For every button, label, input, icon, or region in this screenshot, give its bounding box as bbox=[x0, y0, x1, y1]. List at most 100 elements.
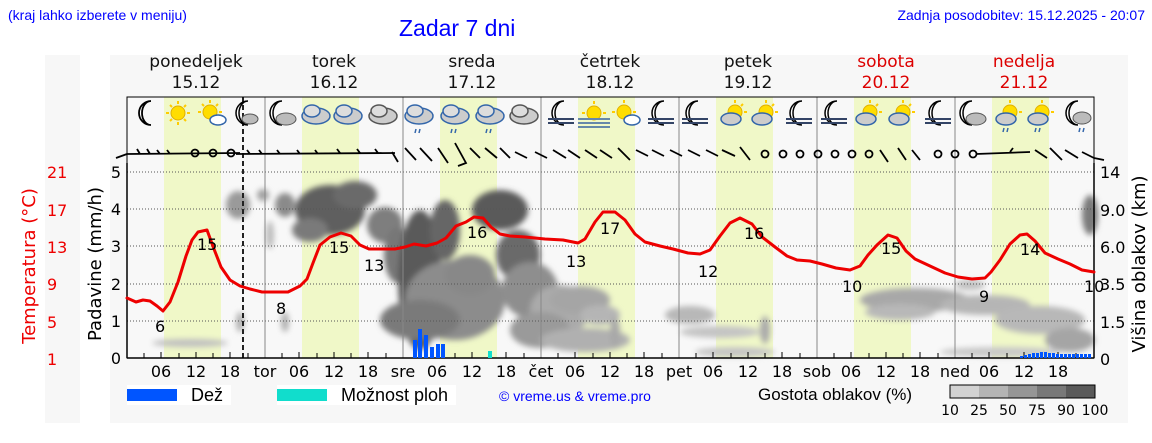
svg-text:1: 1 bbox=[47, 350, 57, 369]
sun-cloud-icon bbox=[720, 100, 747, 126]
cloud-rain-icon bbox=[404, 104, 434, 134]
svg-text:17: 17 bbox=[47, 201, 67, 220]
moon-cloud-rain-icon bbox=[1065, 100, 1092, 133]
svg-text:1.5: 1.5 bbox=[1100, 313, 1125, 332]
moon-cloud-icon bbox=[235, 100, 259, 126]
svg-text:5: 5 bbox=[111, 163, 121, 182]
svg-text:18: 18 bbox=[910, 362, 930, 381]
cloud-rain-icon bbox=[440, 104, 470, 134]
legend-showers-label: Možnost ploh bbox=[341, 384, 449, 405]
day-header-1: torek 16.12 bbox=[265, 52, 403, 94]
weather-icons-row bbox=[138, 100, 1092, 134]
svg-text:sob: sob bbox=[803, 362, 831, 381]
svg-text:12: 12 bbox=[738, 362, 758, 381]
temperature-axis-strip bbox=[45, 55, 80, 423]
svg-text:ned: ned bbox=[940, 362, 970, 381]
rain-bars bbox=[413, 329, 1091, 358]
cloud-density-label: Gostota oblakov (%) bbox=[758, 385, 913, 404]
day-date: 15.12 bbox=[171, 73, 221, 93]
day-name: četrtek bbox=[579, 52, 641, 72]
svg-text:12: 12 bbox=[186, 362, 206, 381]
svg-text:4: 4 bbox=[111, 200, 121, 219]
moon-cloud-icon bbox=[959, 100, 987, 126]
svg-text:18: 18 bbox=[358, 362, 378, 381]
day-name: ponedeljek bbox=[149, 52, 243, 72]
svg-text:06: 06 bbox=[703, 362, 723, 381]
svg-text:pet: pet bbox=[666, 362, 692, 381]
svg-text:13: 13 bbox=[47, 238, 67, 257]
svg-text:18: 18 bbox=[1048, 362, 1068, 381]
x-minor-ticks bbox=[143, 352, 1077, 358]
svg-text:100: 100 bbox=[1082, 403, 1109, 419]
svg-text:3: 3 bbox=[111, 237, 121, 256]
sun-fog-icon bbox=[578, 101, 610, 128]
shower-bar bbox=[488, 351, 492, 358]
legend-showers: Možnost ploh bbox=[277, 384, 457, 405]
temperature-labels: 6 15 8 15 13 16 13 17 12 16 10 15 9 14 1… bbox=[155, 219, 1104, 336]
legend-rain: Dež bbox=[127, 384, 232, 405]
day-date: 17.12 bbox=[447, 73, 497, 93]
svg-text:18: 18 bbox=[634, 362, 654, 381]
sun-cloud-icon bbox=[198, 100, 227, 126]
svg-text:2: 2 bbox=[111, 275, 121, 294]
temp-label: 16 bbox=[467, 223, 487, 242]
day-name: sobota bbox=[857, 52, 915, 72]
gridlines bbox=[127, 171, 1094, 322]
temp-label: 15 bbox=[329, 238, 349, 257]
day-date: 19.12 bbox=[723, 73, 773, 93]
day-name: nedelja bbox=[992, 52, 1056, 72]
moon-fog-icon bbox=[925, 100, 951, 126]
cloud-height-axis: 14 9.0 6.0 3.5 1.5 0 bbox=[1100, 163, 1125, 369]
svg-text:12: 12 bbox=[876, 362, 896, 381]
cloud-rain-icon bbox=[475, 104, 505, 134]
x-axis-labels: 06 12 18 tor 06 12 18 sre 06 12 18 čet 0… bbox=[151, 362, 1068, 381]
svg-text:12: 12 bbox=[462, 362, 482, 381]
svg-text:06: 06 bbox=[427, 362, 447, 381]
copyright-link[interactable]: © vreme.us & vreme.pro bbox=[499, 388, 651, 404]
day-separators bbox=[264, 97, 956, 358]
cloud-density-scale: 10 25 50 75 90 100 bbox=[941, 384, 1109, 419]
temp-label: 15 bbox=[881, 239, 901, 258]
svg-text:1: 1 bbox=[111, 312, 121, 331]
day-date: 20.12 bbox=[861, 73, 911, 93]
sun-cloud-icon bbox=[751, 100, 778, 126]
day-header-6: nedelja 21.12 bbox=[955, 52, 1093, 94]
day-header-5: sobota 20.12 bbox=[817, 52, 955, 94]
svg-text:6.0: 6.0 bbox=[1100, 238, 1125, 257]
legend-rain-label: Dež bbox=[191, 384, 224, 405]
svg-text:18: 18 bbox=[220, 362, 240, 381]
wind-barbs-row bbox=[115, 142, 1105, 167]
svg-text:18: 18 bbox=[772, 362, 792, 381]
day-header-3: četrtek 18.12 bbox=[541, 52, 679, 94]
day-date: 21.12 bbox=[999, 73, 1049, 93]
sun-icon bbox=[166, 101, 190, 125]
svg-text:06: 06 bbox=[289, 362, 309, 381]
day-header-2: sreda 17.12 bbox=[403, 52, 541, 94]
svg-text:12: 12 bbox=[600, 362, 620, 381]
moon-fog-icon bbox=[648, 100, 674, 126]
temp-label: 13 bbox=[364, 256, 384, 275]
precip-axis-label: Padavine (mm/h) bbox=[85, 187, 106, 341]
temp-label: 12 bbox=[698, 262, 718, 281]
sun-cloud-rain-icon bbox=[995, 100, 1022, 133]
svg-text:75: 75 bbox=[1028, 403, 1046, 419]
temp-label: 10 bbox=[842, 277, 862, 296]
temp-label: 6 bbox=[155, 317, 165, 336]
cloud-icon bbox=[301, 104, 331, 125]
day-date: 16.12 bbox=[309, 73, 359, 93]
svg-text:06: 06 bbox=[565, 362, 585, 381]
moon-fog-icon bbox=[682, 100, 708, 126]
svg-text:3.5: 3.5 bbox=[1100, 275, 1125, 294]
location-hint-link[interactable]: (kraj lahko izberete v meniju) bbox=[8, 7, 187, 23]
temp-label: 14 bbox=[1020, 240, 1040, 259]
day-header-0: ponedeljek 15.12 bbox=[127, 52, 265, 94]
moon-fog-icon bbox=[548, 100, 574, 126]
temperature-line bbox=[125, 210, 1096, 313]
svg-text:18: 18 bbox=[496, 362, 516, 381]
sun-cloud-rain-icon bbox=[1027, 100, 1054, 133]
showers-swatch bbox=[277, 389, 327, 401]
day-name: petek bbox=[723, 52, 773, 72]
cloud-height-axis-label: Višina oblakov (km) bbox=[1129, 175, 1150, 352]
svg-text:14: 14 bbox=[1100, 163, 1120, 182]
